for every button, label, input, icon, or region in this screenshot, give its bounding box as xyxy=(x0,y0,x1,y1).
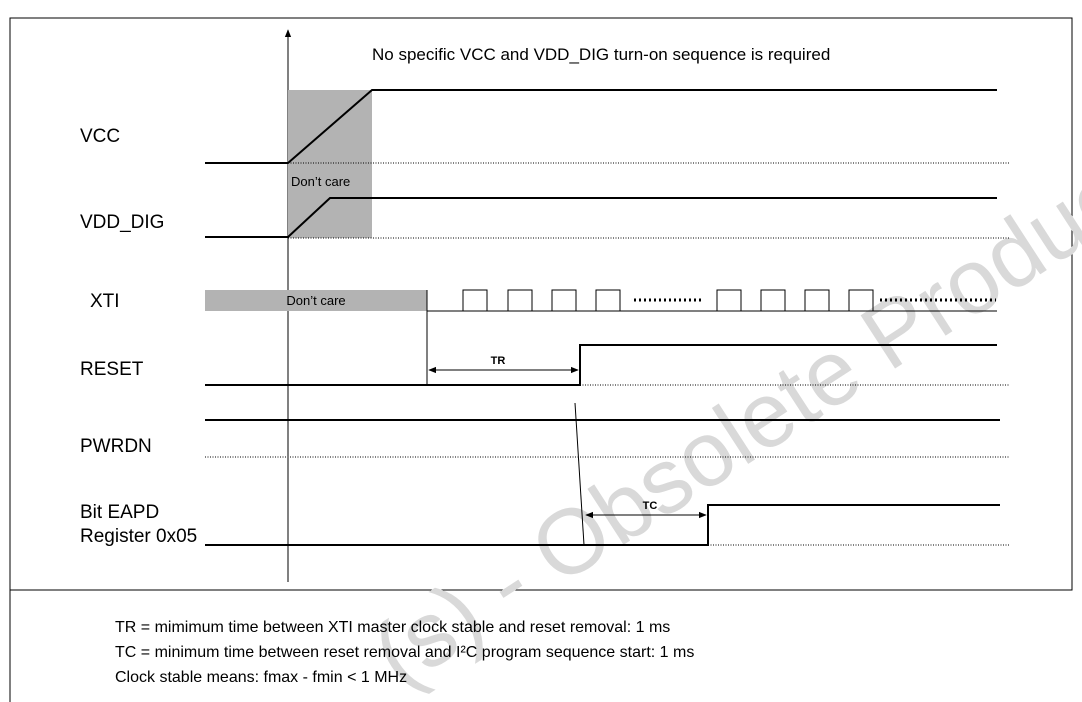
timing-label: TR xyxy=(491,355,506,367)
frame xyxy=(9,17,1073,702)
reset-wave xyxy=(205,344,997,386)
note: Clock stable means: fmax - fmin < 1 MHz xyxy=(115,669,407,686)
ref-line xyxy=(574,402,585,546)
signal-label: PWRDN xyxy=(80,436,152,457)
signal-label: XTI xyxy=(90,291,120,312)
dont-care-label: Don’t care xyxy=(291,174,350,189)
signal-label: Register 0x05 xyxy=(80,526,197,547)
timing-label: TC xyxy=(643,500,658,512)
header-note: No specific VCC and VDD_DIG turn-on sequ… xyxy=(372,45,830,64)
vcc-wave xyxy=(205,89,997,164)
signal-label: VCC xyxy=(80,126,120,147)
clock-pulses xyxy=(462,289,874,311)
note: TR = mimimum time between XTI master clo… xyxy=(115,619,670,636)
signal-label: RESET xyxy=(80,359,144,380)
note: TC = minimum time between reset removal … xyxy=(115,644,694,661)
dont-care-label: Don’t care xyxy=(286,293,345,308)
dont-care-area xyxy=(205,290,427,311)
signal-label: VDD_DIG xyxy=(80,212,164,233)
eapd-wave xyxy=(205,504,1000,546)
dont-care-area xyxy=(288,90,372,238)
vdd-dig-wave xyxy=(205,197,997,238)
signal-label: Bit EAPD xyxy=(80,502,159,523)
watermark: (s) - Obsolete Product(s) xyxy=(355,73,1082,702)
